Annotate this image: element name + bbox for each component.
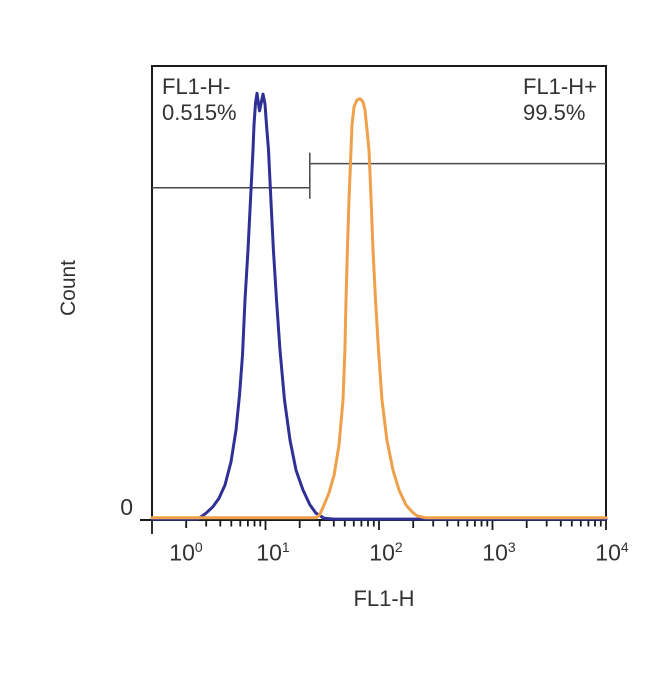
positive-gate-label: FL1-H+ 99.5% <box>523 74 597 126</box>
x-tick-label-10e3: 103 <box>482 539 515 575</box>
negative-gate-label: FL1-H- 0.515% <box>162 74 237 126</box>
tick-exponent: 0 <box>194 539 203 555</box>
y-axis-title: Count <box>57 259 80 317</box>
tick-base: 10 <box>482 539 508 566</box>
gate-marker-lines <box>152 152 606 199</box>
x-tick-label-10e4: 104 <box>595 539 628 575</box>
negative-gate-percent: 0.515% <box>162 100 237 125</box>
x-axis-title: FL1-H <box>353 586 415 611</box>
positive-gate-percent: 99.5% <box>523 100 586 125</box>
negative-population-curve <box>150 91 608 521</box>
tick-exponent: 4 <box>620 539 629 555</box>
tick-exponent: 2 <box>394 539 403 555</box>
positive-population-curve <box>150 97 608 520</box>
tick-base: 10 <box>169 539 195 566</box>
tick-base: 10 <box>595 539 621 566</box>
x-tick-label-10e1: 101 <box>256 539 289 575</box>
positive-gate-marker <box>309 152 606 183</box>
tick-base: 10 <box>369 539 395 566</box>
x-tick-label-10e2: 102 <box>369 539 402 575</box>
negative-gate-name: FL1-H- <box>162 74 231 99</box>
y-axis-zero-label: 0 <box>120 494 133 520</box>
tick-base: 10 <box>256 539 282 566</box>
plot-border <box>151 65 607 521</box>
x-axis-ticks <box>151 521 607 534</box>
x-tick-label-10e0: 100 <box>169 539 202 575</box>
tick-exponent: 1 <box>281 539 290 555</box>
tick-exponent: 3 <box>507 539 516 555</box>
positive-gate-name: FL1-H+ <box>523 74 597 99</box>
